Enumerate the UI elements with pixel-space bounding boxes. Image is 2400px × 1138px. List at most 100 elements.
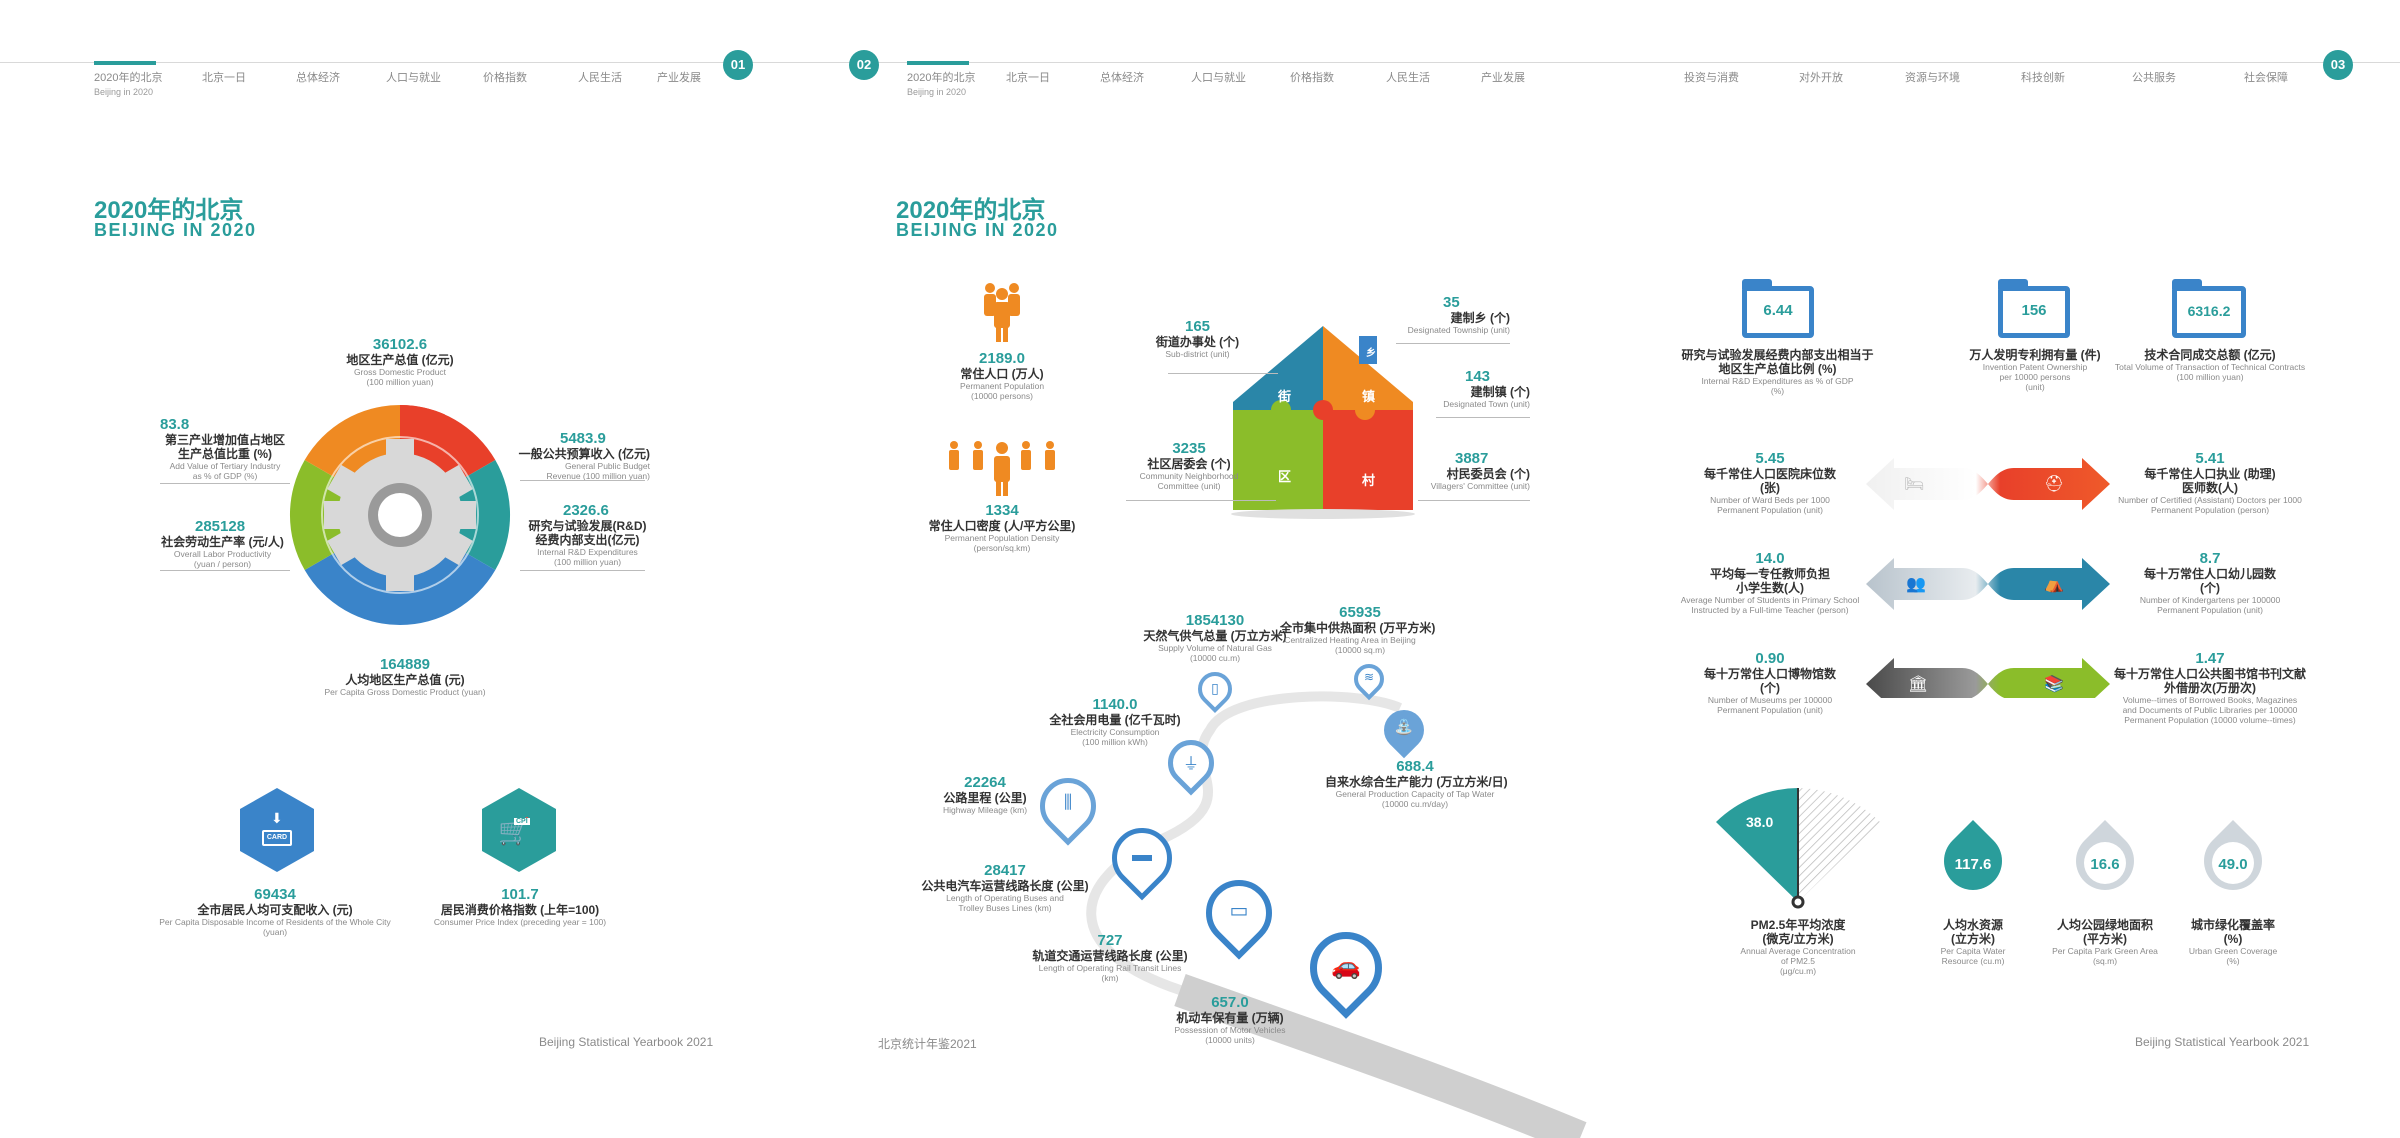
page-subtitle-left: BEIJING IN 2020 <box>94 220 257 240</box>
nav-item-price[interactable]: 价格指数 <box>483 72 527 84</box>
stat-population-density: 1334 常住人口密度 (人/平方公里) Permanent Populatio… <box>928 502 1076 553</box>
stat-kindergartens: 8.7 每十万常住人口幼儿园数 (个) Number of Kindergart… <box>2139 550 2281 615</box>
page-number-2[interactable]: 02 <box>849 50 879 80</box>
stat-gas: 1854130 天然气供气总量 (万立方米) Supply Volume of … <box>1143 612 1287 663</box>
stat-contracts: 技术合同成交总额 (亿元) Total Volume of Transactio… <box>2114 348 2306 382</box>
house-label-cun: 村 <box>1362 473 1376 488</box>
stat-highway: 22264 公路里程 (公里) Highway Mileage (km) <box>942 774 1028 815</box>
leader-line <box>160 570 290 571</box>
kindergarten-icon: ⛺ <box>2044 576 2064 593</box>
stat-bus-lines: 28417 公共电汽车运营线路长度 (公里) Length of Operati… <box>921 862 1089 913</box>
stat-students: 14.0 平均每一专任教师负担 小学生数(人) Average Number o… <box>1680 550 1860 615</box>
nav-item-public-service[interactable]: 公共服务 <box>2132 72 2176 84</box>
nav-item-beijing-day-2[interactable]: 北京一日 <box>1006 72 1050 84</box>
doctor-icon: ⛑ <box>2044 476 2065 493</box>
stat-rd-ratio: 研究与试验发展经费内部支出相当于 地区生产总值比例 (%) Internal R… <box>1681 348 1874 396</box>
stat-town: 143 建制镇 (个) Designated Town (unit) <box>1443 368 1530 409</box>
page-subtitle-middle: BEIJING IN 2020 <box>896 220 1059 240</box>
nav-item-industry-2[interactable]: 产业发展 <box>1481 72 1525 84</box>
nav-item-living-2[interactable]: 人民生活 <box>1386 72 1430 84</box>
stat-rd: 2326.6 研究与试验发展(R&D) 经费内部支出(亿元) Internal … <box>528 502 647 567</box>
page-number-3[interactable]: 03 <box>2323 50 2353 80</box>
pm25-value: 38.0 <box>1746 814 1774 830</box>
page-title-middle: 2020年的北京 <box>896 197 1046 224</box>
service-arrows <box>1866 458 2110 698</box>
park-drop-inner <box>2084 842 2126 884</box>
nav-item-economy[interactable]: 总体经济 <box>296 72 340 84</box>
water-resource-value: 117.6 <box>1954 856 1992 873</box>
nav-item-population-2[interactable]: 人口与就业 <box>1191 72 1246 84</box>
nav-item-social-security[interactable]: 社会保障 <box>2244 72 2288 84</box>
tap-water-icon: ⛲ <box>1394 719 1414 736</box>
population-icon <box>984 283 1020 342</box>
stat-cpi: 101.7 居民消费价格指数 (上年=100) Consumer Price I… <box>433 886 607 927</box>
page-number-1[interactable]: 01 <box>723 50 753 80</box>
stat-township: 35 建制乡 (个) Designated Township (unit) <box>1407 294 1510 335</box>
pm25-gauge <box>1716 788 1880 909</box>
stat-percapita-gdp: 164889 人均地区生产总值 (元) Per Capita Gross Dom… <box>324 656 486 697</box>
plug-icon: ⏚ <box>1182 756 1199 773</box>
green-coverage-value: 49.0 <box>2218 856 2248 873</box>
stat-museums: 0.90 每十万常住人口博物馆数 (个) Number of Museums p… <box>1703 650 1836 715</box>
footer-right: Beijing Statistical Yearbook 2021 <box>2135 1035 2310 1049</box>
train-icon: ▭ <box>1229 900 1249 922</box>
stat-park-area: 人均公园绿地面积 (平方米) Per Capita Park Green Are… <box>2052 918 2158 966</box>
folder-icon: 6316.2 <box>2172 279 2246 338</box>
bed-icon: 🛏 <box>1904 476 1925 493</box>
stat-subdistrict: 165 街道办事处 (个) Sub-district (unit) <box>1155 318 1240 359</box>
stat-disposable-income: 69434 全市居民人均可支配收入 (元) Per Capita Disposa… <box>159 886 391 937</box>
nav-item-opening[interactable]: 对外开放 <box>1799 72 1843 84</box>
heating-icon: ≋ <box>1363 670 1375 684</box>
folder-icon: 156 <box>1998 279 2070 338</box>
stat-library-loans: 1.47 每十万常住人口公共图书馆书刊文献 外借册次(万册次) Volume--… <box>2113 650 2306 725</box>
leader-line <box>1396 343 1510 344</box>
green-drop-inner <box>2212 842 2254 884</box>
stat-tap-water: 688.4 自来水综合生产能力 (万立方米/日) General Product… <box>1325 758 1508 809</box>
nav-item-tech[interactable]: 科技创新 <box>2021 72 2065 84</box>
stat-hospital-beds: 5.45 每千常住人口医院床位数 (张) Number of Ward Beds… <box>1703 450 1836 515</box>
leader-line <box>1418 500 1530 501</box>
gas-icon: ▯ <box>1211 680 1219 696</box>
stat-gdp: 36102.6 地区生产总值 (亿元) Gross Domestic Produ… <box>346 336 454 387</box>
folder-icon: 6.44 <box>1742 279 1814 338</box>
nav-item-resources[interactable]: 资源与环境 <box>1905 72 1960 84</box>
house-label-xiang: 乡 <box>1366 348 1376 359</box>
nav-item-beijing-day[interactable]: 北京一日 <box>202 72 246 84</box>
house-label-zhen: 镇 <box>1362 389 1376 404</box>
road-icon: ⫼ <box>1063 792 1073 812</box>
nav-item-industry[interactable]: 产业发展 <box>657 72 701 84</box>
stat-pm25: PM2.5年平均浓度 (微克/立方米) Annual Average Conce… <box>1740 918 1856 976</box>
card-hex-icon: CARD ⬇ <box>240 788 314 872</box>
nav-item-investment[interactable]: 投资与消费 <box>1684 72 1739 84</box>
bus-icon: ▬ <box>1132 844 1152 866</box>
top-rule <box>0 62 2400 63</box>
stat-rail-lines: 727 轨道交通运营线路长度 (公里) Length of Operating … <box>1032 932 1188 983</box>
stat-electricity: 1140.0 全社会用电量 (亿千瓦时) Electricity Consump… <box>1049 696 1181 747</box>
students-icon: 👥 <box>1906 576 1926 593</box>
house-label-qu: 区 <box>1278 469 1292 484</box>
stat-permanent-population: 2189.0 常住人口 (万人) Permanent Population (1… <box>959 350 1045 401</box>
cart-hex-icon: 🛒 CPI <box>482 788 556 872</box>
nav-item-beijing-2020-2[interactable]: 2020年的北京 Beijing in 2020 <box>907 72 976 97</box>
car-icon: 🚗 <box>1331 953 1361 980</box>
leader-line <box>520 570 645 571</box>
stat-heating: 65935 全市集中供热面积 (万平方米) Centralized Heatin… <box>1280 604 1436 655</box>
stat-patents: 万人发明专利拥有量 (件) Invention Patent Ownership… <box>1969 348 2101 392</box>
nav-item-economy-2[interactable]: 总体经济 <box>1100 72 1144 84</box>
leader-line <box>160 483 290 484</box>
nav-item-population[interactable]: 人口与就业 <box>386 72 441 84</box>
leader-line <box>520 480 645 481</box>
stat-tertiary: 83.8 第三产业增加值占地区 生产总值比重 (%) Add Value of … <box>160 416 285 481</box>
nav-active-indicator <box>94 61 156 65</box>
economy-wheel <box>289 404 511 625</box>
museum-icon: 🏛 <box>1908 676 1929 693</box>
stat-labor: 285128 社会劳动生产率 (元/人) Overall Labor Produ… <box>161 518 284 569</box>
footer-left: Beijing Statistical Yearbook 2021 <box>539 1035 714 1049</box>
stat-villagers: 3887 村民委员会 (个) Villagers' Committee (uni… <box>1430 450 1530 491</box>
nav-item-living[interactable]: 人民生活 <box>578 72 622 84</box>
leader-line <box>1126 500 1276 501</box>
stat-water-resource: 人均水资源 (立方米) Per Capita Water Resource (c… <box>1940 918 2006 966</box>
nav-item-beijing-2020[interactable]: 2020年的北京 Beijing in 2020 <box>94 72 163 97</box>
leader-line <box>1168 373 1278 374</box>
nav-item-price-2[interactable]: 价格指数 <box>1290 72 1334 84</box>
